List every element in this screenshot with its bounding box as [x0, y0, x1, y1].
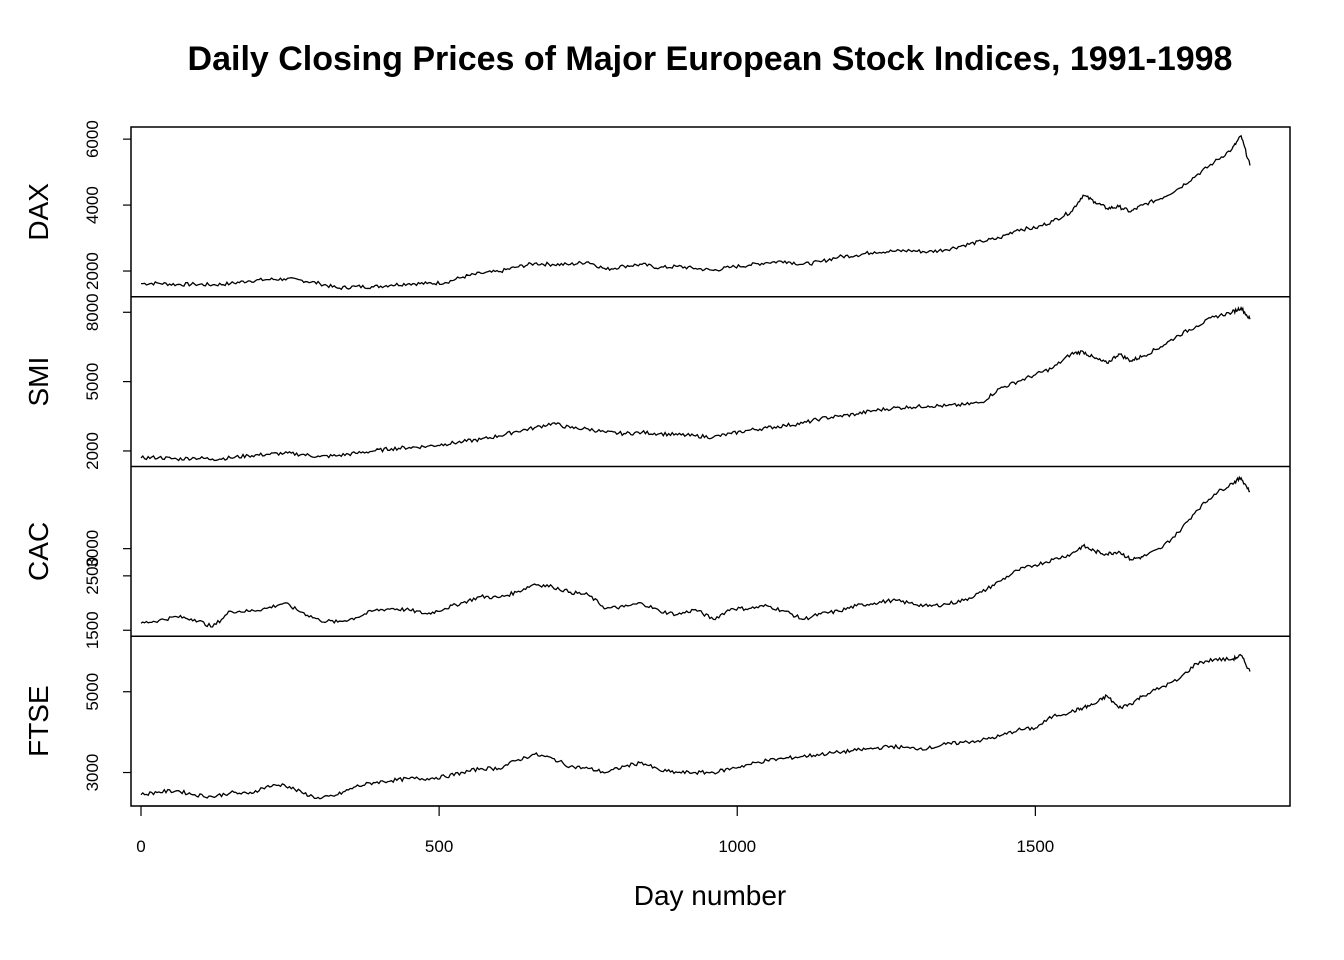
- series-line-dax: [141, 134, 1251, 291]
- xtick-label: 500: [425, 837, 453, 856]
- panel-label-smi: SMI: [23, 357, 54, 407]
- panel-smi: SMI 2000 5000 8000: [23, 293, 1290, 470]
- ytick-label: 3000: [83, 530, 102, 568]
- panel-label-cac: CAC: [23, 522, 54, 581]
- ytick-label: 5000: [83, 673, 102, 711]
- panels-group: DAX 2000 4000 6000 SMI 2000 5000 8000 CAC 1500 250…: [23, 120, 1290, 800]
- series-line-ftse: [140, 653, 1251, 800]
- ytick-label: 6000: [83, 120, 102, 158]
- panel-dax: DAX 2000 4000 6000: [23, 120, 1251, 291]
- ytick-label: 8000: [83, 293, 102, 331]
- x-axis-label: Day number: [634, 880, 787, 911]
- chart-title: Daily Closing Prices of Major European S…: [188, 40, 1233, 78]
- ytick-label: 2000: [83, 432, 102, 470]
- ytick-label: 3000: [83, 754, 102, 792]
- panel-label-dax: DAX: [23, 183, 54, 241]
- ytick-label: 4000: [83, 186, 102, 224]
- panel-ftse: FTSE 3000 5000: [23, 635, 1290, 800]
- panel-label-ftse: FTSE: [23, 685, 54, 757]
- xtick-label: 1500: [1016, 837, 1054, 856]
- ytick-label: 2000: [83, 252, 102, 290]
- ytick-label: 2500: [83, 557, 102, 595]
- xtick-label: 1000: [718, 837, 756, 856]
- ytick-label: 1500: [83, 611, 102, 649]
- series-line-cac: [140, 475, 1251, 628]
- ytick-label: 5000: [83, 363, 102, 401]
- x-axis: 0 500 1000 1500: [136, 805, 1054, 856]
- series-line-smi: [140, 305, 1251, 462]
- xtick-label: 0: [136, 837, 145, 856]
